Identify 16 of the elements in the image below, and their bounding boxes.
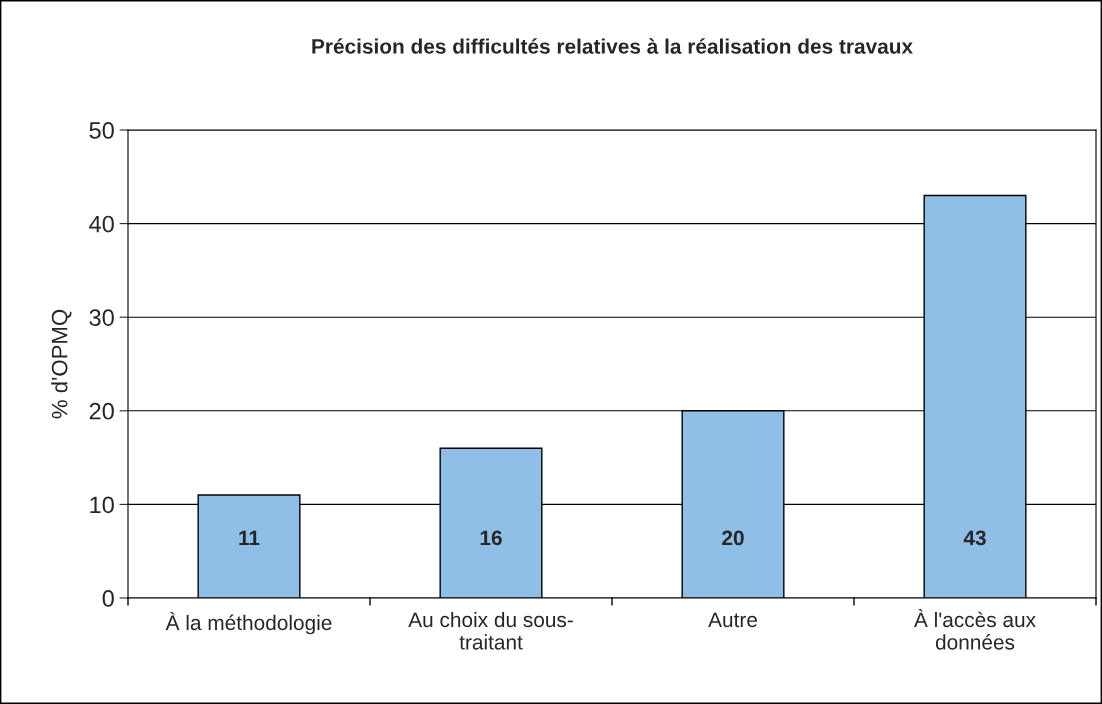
y-tick-label: 10 [90,496,114,514]
x-tick-label: À la méthodologie [165,611,332,635]
y-tick-label: 20 [89,402,114,420]
data-label: 43 [963,530,986,546]
y-tick-label: 40 [89,215,114,233]
y-tick-label: 50 [89,122,114,139]
x-tick-label: Autre [708,612,757,628]
chart-title: Précision des difficultés relatives à la réalisation des travaux [312,38,913,54]
y-axis-title: % d'OPMQ [51,309,72,419]
x-tick-label: À l'accès aux données [914,608,1036,650]
y-tick-label: 30 [89,309,114,326]
y-tick-label: 0 [102,590,114,607]
data-label: 11 [239,530,260,546]
x-tick-label: Au choix du sous-traitant [408,611,573,650]
data-label: 16 [480,530,502,546]
data-label: 20 [722,530,744,546]
